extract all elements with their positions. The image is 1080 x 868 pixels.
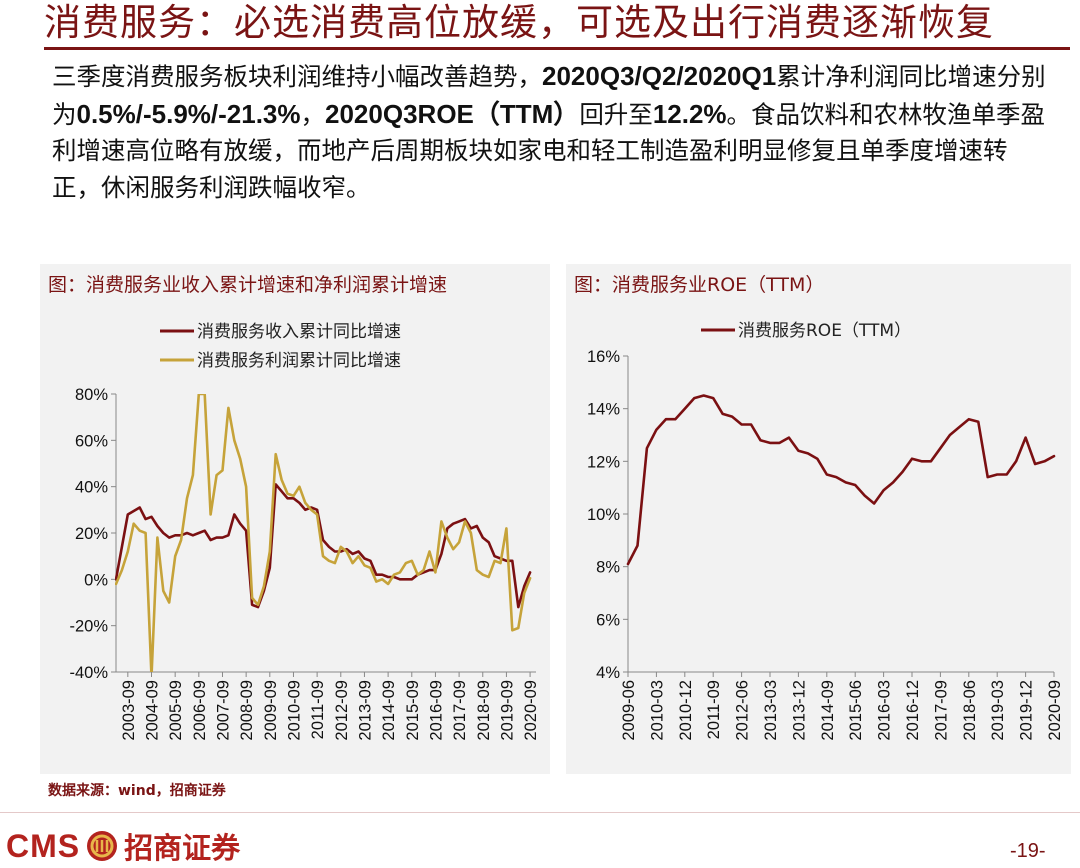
- y-tick-label: 6%: [596, 611, 620, 629]
- slide-title: 消费服务：必选消费高位放缓，可选及出行消费逐渐恢复: [44, 1, 994, 44]
- highlight-figure: 12.2%: [652, 98, 727, 129]
- x-tick-label: 2017-09: [451, 680, 469, 741]
- y-tick-label: 10%: [587, 506, 620, 524]
- highlight-figure: 2020Q3/Q2/2020Q1: [542, 61, 777, 91]
- x-tick-label: 2006-09: [191, 680, 209, 741]
- series-line-2: [115, 394, 532, 672]
- x-tick-label: 2015-09: [404, 680, 422, 741]
- legend-label: 消费服务收入累计同比增速: [197, 322, 401, 342]
- y-tick-label: 8%: [596, 559, 620, 577]
- x-tick-label: 2012-06: [734, 680, 752, 741]
- series-line-1: [115, 483, 532, 609]
- logo-chinese-name: 招商证券: [124, 831, 241, 865]
- x-tick-label: 2013-03: [762, 680, 780, 741]
- roe-chart: 图：消费服务业ROE（TTM） 16% 14% 12% 10% 8% 6% 4% 2009-0…: [566, 264, 1071, 774]
- x-tick-label: 2004-09: [143, 680, 161, 741]
- x-tick-label: 2015-06: [847, 680, 865, 741]
- x-tick-label: 2020-09: [1046, 680, 1064, 741]
- highlight-figure: 0.5%/-5.9%/-21.3%: [76, 98, 301, 129]
- page-number: -19-: [1010, 840, 1046, 862]
- footer-divider: [0, 812, 1080, 813]
- y-tick-label: 14%: [587, 401, 620, 419]
- revenue-profit-growth-chart: 图：消费服务业收入累计增速和净利润累计增速 80% 60% 40% 20% 0% -20%…: [40, 264, 550, 774]
- x-tick-label: 2014-09: [819, 680, 837, 741]
- logo-emblem-icon: [87, 831, 118, 861]
- x-tick-label: 2010-12: [677, 680, 695, 741]
- body-sentence: 三季度消费服务板块利润维持小幅改善趋势，: [52, 62, 542, 91]
- x-tick-label: 2016-09: [427, 680, 445, 741]
- y-tick-label: 0%: [84, 571, 108, 589]
- x-tick-label: 2020-09: [522, 680, 540, 741]
- y-tick-label: 40%: [75, 479, 108, 497]
- x-tick-label: 2013-09: [356, 680, 374, 741]
- x-tick-label: 2009-06: [620, 680, 638, 741]
- logo-text: CMS: [6, 827, 81, 864]
- x-tick-label: 2010-03: [648, 680, 666, 741]
- x-tick-label: 2009-09: [262, 680, 280, 741]
- body-sentence: ，: [300, 99, 326, 129]
- y-tick-label: 60%: [75, 432, 108, 450]
- y-tick-label: 4%: [596, 664, 620, 682]
- x-tick-label: 2013-12: [790, 680, 808, 741]
- x-tick-label: 2018-06: [961, 680, 979, 741]
- data-source: 数据来源：wind，招商证券: [48, 783, 226, 799]
- body-sentence: 。食品饮料和农林牧渔单季盈利增速高位略有放缓，而地产后周期板块如家电和轻工制造盈…: [52, 99, 1046, 202]
- x-tick-label: 2003-09: [120, 680, 138, 741]
- line-chart-svg: 80% 60% 40% 20% 0% -20% -40% 2003-09 2004-09 2005…: [69, 322, 540, 741]
- x-tick-label: 2008-09: [238, 680, 256, 741]
- chart-title: 图：消费服务业收入累计增速和净利润累计增速: [48, 274, 448, 296]
- company-logo: CMS 招商证券: [6, 826, 240, 866]
- y-tick-label: -40%: [69, 664, 108, 682]
- summary-paragraph: 三季度消费服务板块利润维持小幅改善趋势，2020Q3/Q2/2020Q1累计净利…: [52, 58, 1052, 206]
- x-tick-label: 2012-09: [333, 680, 351, 741]
- line-chart-svg: 16% 14% 12% 10% 8% 6% 4%2009-06 2010-03 2010-12 2…: [587, 321, 1064, 741]
- x-tick-label: 2019-09: [498, 680, 516, 741]
- y-tick-label: 12%: [587, 453, 620, 471]
- series-line-1: [626, 394, 1056, 566]
- title-underline: [44, 47, 1070, 50]
- body-sentence: 回升至: [579, 99, 653, 129]
- x-tick-label: 2011-09: [309, 680, 327, 739]
- x-tick-label: 2007-09: [214, 680, 232, 741]
- legend-label: 消费服务ROE（TTM）: [738, 321, 911, 341]
- x-tick-label: 2011-09: [705, 680, 723, 739]
- chart-title: 图：消费服务业ROE（TTM）: [574, 274, 825, 296]
- x-tick-label: 2016-12: [904, 680, 922, 741]
- x-tick-label: 2018-09: [475, 680, 493, 741]
- x-tick-label: 2005-09: [167, 680, 185, 741]
- x-tick-label: 2017-09: [932, 680, 950, 741]
- x-tick-label: 2014-09: [380, 680, 398, 741]
- x-tick-label: 2016-03: [876, 680, 894, 741]
- legend-label: 消费服务利润累计同比增速: [197, 351, 401, 371]
- body-sentence: 累计净利润同比增速分别为: [52, 62, 1046, 129]
- x-tick-label: 2019-12: [1018, 680, 1036, 741]
- y-tick-label: 20%: [75, 525, 108, 543]
- chart-group: 80% 60% 40% 20% 0% -20% -40% 2003-09 2004-09 2005…: [69, 322, 540, 741]
- y-tick-label: 16%: [587, 348, 620, 366]
- x-tick-label: 2019-03: [989, 680, 1007, 741]
- x-tick-label: 2010-09: [285, 680, 303, 741]
- y-tick-label: 80%: [75, 386, 108, 404]
- highlight-figure: 2020Q3ROE（TTM）: [325, 98, 580, 129]
- y-tick-label: -20%: [69, 618, 108, 636]
